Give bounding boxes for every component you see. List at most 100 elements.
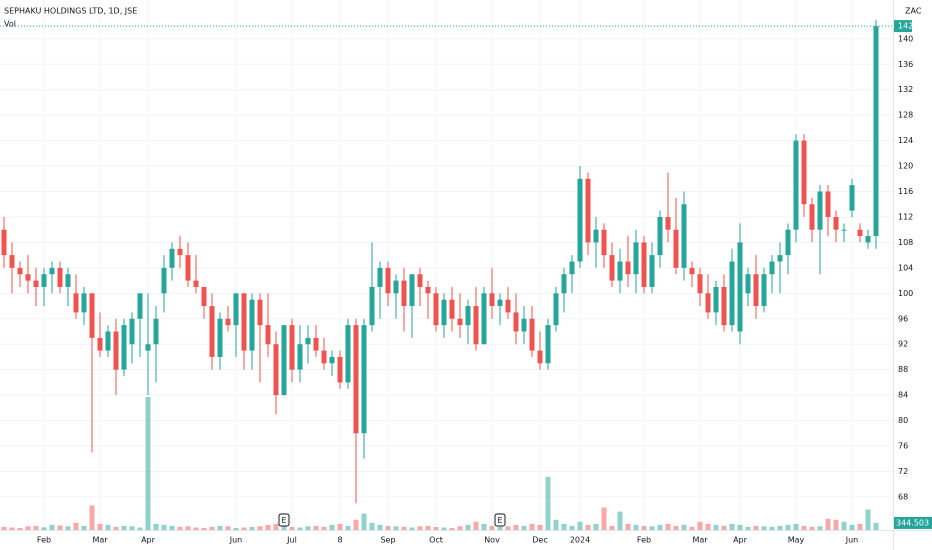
candle-body bbox=[113, 331, 119, 370]
volume-label: Vol bbox=[4, 20, 16, 29]
volume-bar bbox=[33, 525, 39, 530]
volume-bar bbox=[665, 523, 671, 530]
y-tick-label: 108 bbox=[898, 238, 913, 247]
volume-bar bbox=[49, 524, 55, 530]
volume-bar bbox=[377, 524, 383, 530]
y-tick-label: 116 bbox=[898, 187, 913, 196]
volume-bar bbox=[513, 524, 519, 530]
candle-body bbox=[265, 325, 271, 345]
candle-body bbox=[1, 229, 7, 256]
volume-bar bbox=[721, 525, 727, 530]
candle-body bbox=[481, 293, 487, 345]
candle-body bbox=[361, 325, 367, 434]
volume-bar bbox=[265, 524, 271, 530]
x-tick-label: Oct bbox=[429, 536, 443, 545]
last-volume-label: 344.503 K bbox=[896, 518, 932, 527]
volume-bar bbox=[193, 527, 199, 530]
candle-body bbox=[681, 204, 687, 268]
candle-body bbox=[497, 299, 503, 307]
volume-bar bbox=[465, 524, 471, 530]
volume-bar bbox=[633, 524, 639, 530]
x-tick-label: Apr bbox=[141, 536, 156, 545]
candle-body bbox=[137, 293, 143, 319]
candle-body bbox=[209, 306, 215, 357]
volume-bar bbox=[577, 521, 583, 530]
volume-bar bbox=[769, 526, 775, 530]
volume-bar bbox=[705, 523, 711, 530]
volume-bar bbox=[337, 523, 343, 530]
candle-body bbox=[449, 299, 455, 319]
volume-bar bbox=[809, 526, 815, 530]
candle-body bbox=[529, 318, 535, 351]
volume-bar bbox=[673, 525, 679, 530]
candle-body bbox=[337, 356, 343, 383]
candle-body bbox=[57, 267, 63, 287]
volume-bar bbox=[73, 522, 79, 530]
volume-bar bbox=[169, 525, 175, 530]
volume-bar bbox=[505, 526, 511, 530]
candle-body bbox=[753, 274, 759, 307]
chart-title: SEPHAKU HOLDINGS LTD, 1D, JSE bbox=[4, 7, 137, 16]
candle-body bbox=[369, 286, 375, 326]
y-tick-label: 72 bbox=[898, 467, 908, 476]
y-tick-label: 124 bbox=[898, 136, 913, 145]
volume-bar bbox=[305, 526, 311, 530]
candle-body bbox=[625, 261, 631, 275]
candle-body bbox=[17, 267, 23, 275]
candle-body bbox=[41, 274, 47, 287]
candle-body bbox=[433, 293, 439, 326]
candle-body bbox=[329, 356, 335, 364]
volume-bar bbox=[361, 513, 367, 530]
volume-bar bbox=[529, 523, 535, 530]
last-volume-box bbox=[894, 516, 932, 529]
volume-bar bbox=[41, 527, 47, 530]
candle-body bbox=[281, 325, 287, 396]
candle-body bbox=[705, 293, 711, 313]
candle-body bbox=[97, 337, 103, 351]
candle-body bbox=[737, 242, 743, 332]
y-tick-label: 76 bbox=[898, 442, 908, 451]
volume-bar bbox=[609, 525, 615, 530]
candle-body bbox=[345, 325, 351, 383]
candle-body bbox=[785, 229, 791, 256]
candle-body bbox=[409, 274, 415, 307]
candle-body bbox=[641, 242, 647, 287]
volume-bar bbox=[745, 526, 751, 530]
candle-body bbox=[817, 191, 823, 230]
volume-bar bbox=[417, 526, 423, 530]
y-tick-label: 84 bbox=[898, 391, 908, 400]
volume-bar bbox=[313, 525, 319, 530]
volume-bar bbox=[89, 505, 95, 530]
volume-bar bbox=[257, 526, 263, 530]
candle-body bbox=[657, 216, 663, 256]
x-tick-label: May bbox=[788, 536, 805, 545]
candle-body bbox=[161, 267, 167, 294]
volume-bar bbox=[625, 523, 631, 530]
candle-body bbox=[721, 286, 727, 326]
candle-body bbox=[169, 248, 175, 268]
volume-bar bbox=[241, 527, 247, 530]
x-tick-label: Jul bbox=[286, 536, 297, 545]
x-tick-label: Mar bbox=[692, 536, 708, 545]
volume-pane bbox=[1, 397, 879, 530]
candle-body bbox=[633, 242, 639, 275]
candle-body bbox=[833, 216, 839, 230]
candle-body bbox=[81, 293, 87, 313]
volume-bar bbox=[129, 526, 135, 530]
volume-bar bbox=[297, 527, 303, 530]
volume-bar bbox=[521, 525, 527, 530]
volume-bar bbox=[601, 507, 607, 530]
candle-body bbox=[457, 318, 463, 326]
volume-bar bbox=[737, 524, 743, 530]
volume-bar bbox=[137, 527, 143, 530]
y-tick-label: 96 bbox=[898, 314, 908, 323]
volume-bar bbox=[17, 527, 23, 530]
volume-bar bbox=[1, 526, 7, 530]
volume-bar bbox=[433, 526, 439, 530]
candle-body bbox=[609, 255, 615, 281]
candle-body bbox=[553, 293, 559, 326]
volume-bar bbox=[441, 527, 447, 530]
volume-bar bbox=[561, 523, 567, 530]
candle-body bbox=[793, 140, 799, 230]
